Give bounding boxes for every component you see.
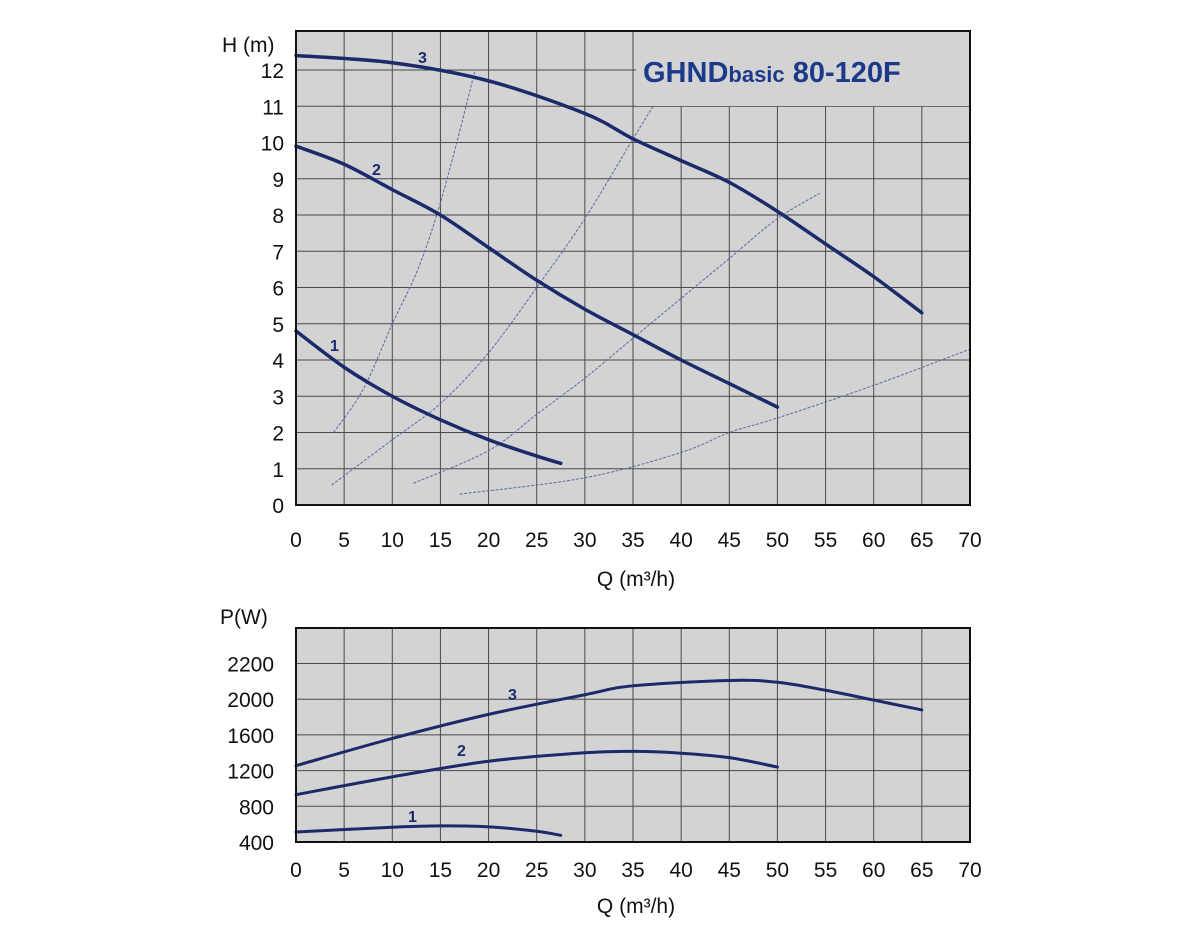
y-tick-label: 400 <box>239 832 274 855</box>
head-curve-speed-3 <box>294 53 924 315</box>
x-tick-label: 40 <box>669 529 692 552</box>
x-tick-label: 0 <box>290 529 302 552</box>
power-curve-speed-1 <box>294 824 563 837</box>
x-tick-label: 35 <box>621 859 644 882</box>
head-curve-speed-2 <box>294 144 780 409</box>
x-tick-label: 55 <box>814 529 837 552</box>
x-tick-label: 60 <box>862 859 885 882</box>
y-tick-label: 2 <box>272 423 284 446</box>
x-tick-label: 25 <box>525 859 548 882</box>
x-tick-label: 65 <box>910 529 933 552</box>
x-tick-label: 65 <box>910 859 933 882</box>
power-chart: 0 5 10 15 20 25 30 35 40 45 50 55 60 65 70 400 800 1200 16… <box>227 627 982 882</box>
y-tick-label: 1600 <box>227 725 274 748</box>
x-tick-label: 35 <box>621 529 644 552</box>
x-tick-label: 0 <box>290 859 302 882</box>
y-tick-label: 10 <box>261 133 284 156</box>
y-tick-label: 6 <box>272 278 284 301</box>
plot-frame <box>295 627 971 843</box>
x-tick-label: 5 <box>338 859 350 882</box>
power-axis-label: P(W) <box>220 606 268 629</box>
x-tick-label: 20 <box>477 529 500 552</box>
y-tick-label: 12 <box>261 60 284 83</box>
system-curve <box>459 348 971 495</box>
x-tick-label: 20 <box>477 859 500 882</box>
y-tick-label: 9 <box>272 169 284 192</box>
y-tick-label: 800 <box>239 796 274 819</box>
title-series: basic <box>728 62 784 87</box>
power-curve-speed-3 <box>294 678 924 768</box>
x-tick-label: 40 <box>669 859 692 882</box>
x-tick-label: 25 <box>525 529 548 552</box>
x-tick-label: 45 <box>718 529 741 552</box>
y-tick-label: 2000 <box>227 689 274 712</box>
y-tick-label: 0 <box>272 495 284 518</box>
y-tick-label: 1 <box>272 459 284 482</box>
title-model: 80-120F <box>785 57 901 89</box>
y-tick-label: 1200 <box>227 761 274 784</box>
x-tick-label: 10 <box>381 529 404 552</box>
power-curve-speed-2 <box>294 749 779 797</box>
title-box <box>636 32 969 106</box>
x-tick-label: 5 <box>338 529 350 552</box>
y-tick-label: 5 <box>272 314 284 337</box>
system-curve <box>333 69 476 433</box>
plot-frame <box>295 30 971 506</box>
head-x-axis-label: Q (m³/h) <box>597 568 675 591</box>
x-tick-label: 50 <box>766 529 789 552</box>
y-tick-label: 2200 <box>227 654 274 677</box>
y-tick-label: 4 <box>272 350 284 373</box>
x-tick-label: 50 <box>766 859 789 882</box>
y-tick-label: 8 <box>272 205 284 228</box>
curve-label: 3 <box>418 50 427 67</box>
x-tick-label: 30 <box>573 859 596 882</box>
power-x-axis-label: Q (m³/h) <box>597 895 675 918</box>
head-curve-speed-1 <box>294 329 563 466</box>
x-tick-label: 15 <box>429 529 452 552</box>
x-tick-label: 60 <box>862 529 885 552</box>
curve-label: 2 <box>372 162 381 179</box>
x-tick-label: 10 <box>381 859 404 882</box>
curve-label: 2 <box>457 743 466 760</box>
curve-label: 1 <box>330 338 339 355</box>
x-tick-label: 70 <box>958 529 981 552</box>
x-tick-label: 70 <box>958 859 981 882</box>
y-tick-label: 3 <box>272 386 284 409</box>
head-chart: 0 5 10 15 20 25 30 35 40 45 50 55 60 65 70012345678910… <box>261 30 982 552</box>
x-tick-label: 55 <box>814 859 837 882</box>
y-tick-label: 11 <box>262 96 284 119</box>
system-curve <box>413 192 821 484</box>
head-axis-label: H (m) <box>222 34 274 57</box>
title-brand: GHND <box>643 57 728 89</box>
chart-title: GHNDbasic 80-120F <box>643 57 901 89</box>
y-tick-label: 7 <box>272 241 284 264</box>
x-tick-label: 30 <box>573 529 596 552</box>
x-tick-label: 15 <box>429 859 452 882</box>
system-curve <box>331 105 654 486</box>
x-tick-label: 45 <box>718 859 741 882</box>
curve-label: 1 <box>408 809 417 826</box>
curve-label: 3 <box>508 687 517 704</box>
